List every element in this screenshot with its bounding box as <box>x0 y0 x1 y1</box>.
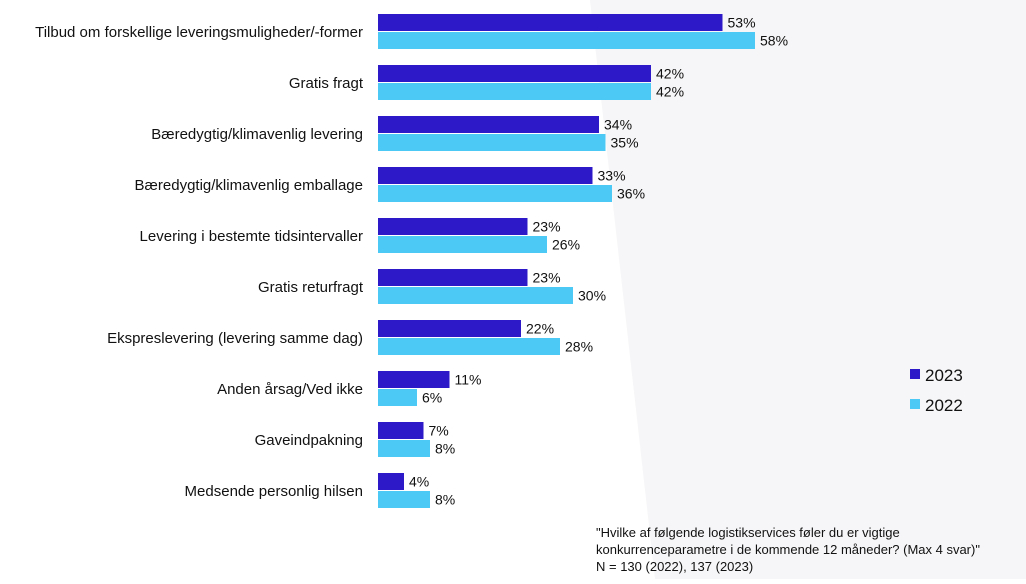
bars-layer: Tilbud om forskellige leveringsmulighede… <box>35 14 788 508</box>
data-label: 30% <box>578 288 606 304</box>
legend-label-2023: 2023 <box>925 366 963 385</box>
bar-2023-10 <box>378 473 404 490</box>
data-label: 23% <box>533 219 561 235</box>
bar-2022-7 <box>378 338 560 355</box>
legend-swatch-2023 <box>910 369 920 379</box>
data-label: 42% <box>656 66 684 82</box>
data-label: 35% <box>611 135 639 151</box>
category-label: Medsende personlig hilsen <box>185 483 363 500</box>
footnote-line: "Hvilke af følgende logistikservices føl… <box>596 525 900 540</box>
legend-swatch-2022 <box>910 399 920 409</box>
bar-2022-10 <box>378 491 430 508</box>
data-label: 22% <box>526 321 554 337</box>
data-label: 36% <box>617 186 645 202</box>
category-label: Gratis returfragt <box>258 279 364 296</box>
bar-2022-1 <box>378 32 755 49</box>
category-label: Gaveindpakning <box>255 432 363 449</box>
data-label: 28% <box>565 339 593 355</box>
legend-label-2022: 2022 <box>925 396 963 415</box>
bar-2022-3 <box>378 134 606 151</box>
data-label: 23% <box>533 270 561 286</box>
bar-2023-4 <box>378 167 593 184</box>
bar-2022-8 <box>378 389 417 406</box>
bar-2023-9 <box>378 422 424 439</box>
bar-2023-6 <box>378 269 528 286</box>
category-label: Anden årsag/Ved ikke <box>217 381 363 398</box>
background-shape <box>590 0 1026 579</box>
bar-2023-5 <box>378 218 528 235</box>
category-label: Tilbud om forskellige leveringsmulighede… <box>35 24 363 41</box>
data-label: 6% <box>422 390 442 406</box>
bar-2022-2 <box>378 83 651 100</box>
category-label: Ekspreslevering (levering samme dag) <box>107 330 363 347</box>
bar-2023-7 <box>378 320 521 337</box>
legend: 2023 2022 <box>910 366 963 415</box>
bar-2022-9 <box>378 440 430 457</box>
category-label: Bæredygtig/klimavenlig emballage <box>135 177 363 194</box>
bar-2023-3 <box>378 116 599 133</box>
data-label: 11% <box>455 372 482 388</box>
data-label: 34% <box>604 117 632 133</box>
bar-2023-2 <box>378 65 651 82</box>
data-label: 4% <box>409 474 429 490</box>
bar-2022-4 <box>378 185 612 202</box>
bar-2022-5 <box>378 236 547 253</box>
footnote-line: konkurrenceparametre i de kommende 12 må… <box>596 542 980 557</box>
data-label: 26% <box>552 237 580 253</box>
data-label: 58% <box>760 33 788 49</box>
bar-2023-8 <box>378 371 450 388</box>
category-label: Bæredygtig/klimavenlig levering <box>151 126 363 143</box>
data-label: 42% <box>656 84 684 100</box>
data-label: 33% <box>598 168 626 184</box>
footnote-line: N = 130 (2022), 137 (2023) <box>596 559 753 574</box>
footnote: "Hvilke af følgende logistikservices føl… <box>596 525 980 574</box>
data-label: 8% <box>435 492 455 508</box>
category-label: Gratis fragt <box>289 75 364 92</box>
data-label: 7% <box>429 423 449 439</box>
data-label: 53% <box>728 15 756 31</box>
category-label: Levering i bestemte tidsintervaller <box>140 228 363 245</box>
data-label: 8% <box>435 441 455 457</box>
bar-2022-6 <box>378 287 573 304</box>
bar-2023-1 <box>378 14 723 31</box>
